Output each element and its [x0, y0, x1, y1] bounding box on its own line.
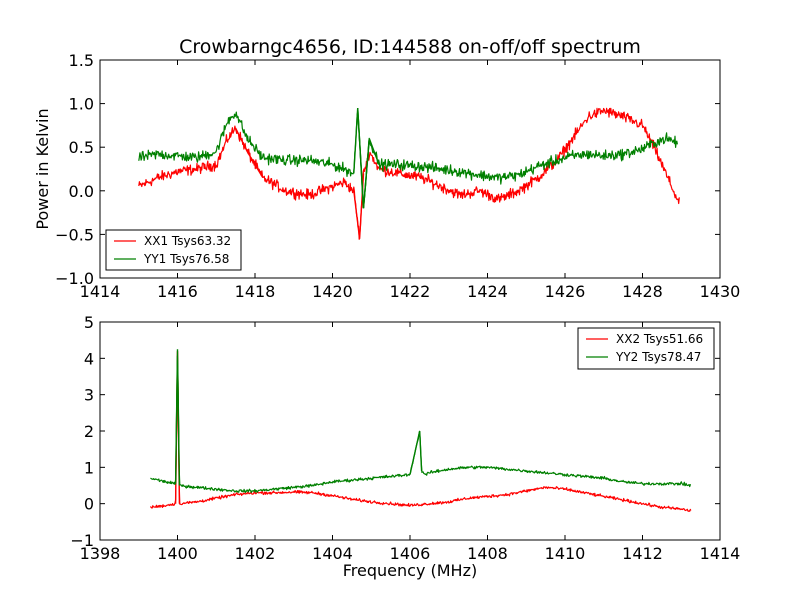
bottom-x-tick-label: 1404 — [312, 544, 353, 563]
top-legend-label-xx1: XX1 Tsys63.32 — [144, 234, 231, 248]
top-x-tick-label: 1416 — [157, 282, 198, 301]
bottom-x-tick-label: 1408 — [467, 544, 508, 563]
bottom-legend: XX2 Tsys51.66 YY2 Tsys78.47 — [577, 327, 715, 370]
bottom-y-tick-label: 4 — [84, 349, 94, 368]
top-series-spike — [234, 127, 264, 179]
bottom-y-tick-label: 0 — [84, 495, 94, 514]
bottom-series-group — [149, 349, 692, 512]
bottom-legend-label-xx2: XX2 Tsys51.66 — [616, 332, 703, 346]
bottom-series-xx2-line — [149, 359, 692, 512]
top-series-spike — [362, 138, 380, 209]
top-y-tick-label: 0.0 — [69, 182, 94, 201]
top-series-xx1-line — [138, 107, 680, 240]
top-x-tick-label: 1422 — [390, 282, 431, 301]
top-y-tick-label: 1.5 — [69, 51, 94, 70]
bottom-legend-label-yy2: YY2 Tsys78.47 — [615, 350, 701, 364]
bottom-spectrum-panel: 1398 1400 1402 1404 1406 1408 1410 1412 1414 −1 0 1… — [70, 313, 740, 580]
top-series-group — [138, 107, 680, 240]
bottom-series-spike — [174, 349, 181, 486]
top-y-tick-label: −1.0 — [55, 269, 94, 288]
bottom-x-tick-label: 1406 — [390, 544, 431, 563]
bottom-legend-box — [577, 327, 715, 370]
top-series-yy1-line — [138, 110, 678, 209]
top-x-tick-label: 1418 — [235, 282, 276, 301]
top-y-tick-label: −0.5 — [55, 225, 94, 244]
top-spectrum-panel: 1414 1416 1418 1420 1422 1424 1426 1428 1430 −1.0… — [33, 51, 740, 301]
bottom-y-tick-label: 5 — [84, 313, 94, 332]
bottom-ticks-group: 1398 1400 1402 1404 1406 1408 1410 1412 1414 −1 0 1… — [70, 313, 740, 563]
bottom-x-tick-label: 1400 — [157, 544, 198, 563]
bottom-x-tick-label: 1402 — [235, 544, 276, 563]
top-x-tick-label: 1426 — [545, 282, 586, 301]
top-ticks-group: 1414 1416 1418 1420 1422 1424 1426 1428 1430 −1.0… — [55, 51, 740, 301]
bottom-y-tick-label: 1 — [84, 458, 94, 477]
bottom-series-yy2-line — [150, 355, 691, 494]
bottom-x-tick-label: 1398 — [80, 544, 121, 563]
bottom-y-tick-label: −1 — [70, 531, 94, 550]
top-y-tick-label: 0.5 — [69, 138, 94, 157]
top-legend: XX1 Tsys63.32 YY1 Tsys76.58 — [105, 229, 242, 271]
top-y-axis-label: Power in Kelvin — [33, 108, 52, 229]
chart-title: Crowbarngc4656, ID:144588 on-off/off spe… — [179, 36, 641, 58]
bottom-x-tick-label: 1414 — [700, 544, 741, 563]
top-x-tick-label: 1414 — [80, 282, 121, 301]
top-x-tick-label: 1428 — [622, 282, 663, 301]
bottom-x-axis-label: Frequency (MHz) — [343, 561, 477, 580]
top-legend-box — [105, 229, 242, 271]
top-legend-label-yy1: YY1 Tsys76.58 — [143, 252, 229, 266]
top-x-tick-label: 1420 — [312, 282, 353, 301]
bottom-y-tick-label: 3 — [84, 386, 94, 405]
bottom-y-tick-label: 2 — [84, 422, 94, 441]
bottom-x-tick-label: 1410 — [545, 544, 586, 563]
top-x-tick-label: 1430 — [700, 282, 741, 301]
bottom-series-spike — [409, 430, 423, 475]
top-x-tick-label: 1424 — [467, 282, 508, 301]
top-y-tick-label: 1.0 — [69, 95, 94, 114]
bottom-x-tick-label: 1412 — [622, 544, 663, 563]
